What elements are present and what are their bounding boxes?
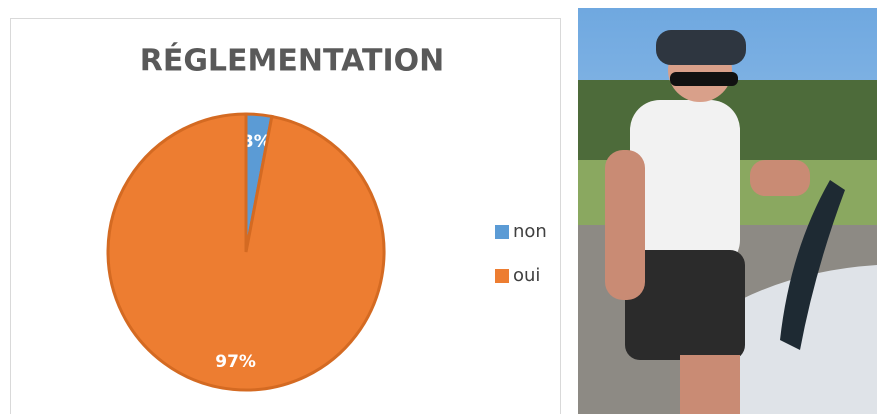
legend-label: oui (513, 265, 540, 286)
legend: non oui (495, 221, 547, 286)
chart-title: RÉGLEMENTATION (140, 43, 445, 79)
photo (578, 8, 877, 414)
legend-swatch (495, 225, 509, 239)
data-label: 97% (215, 352, 256, 372)
data-label: 3% (242, 132, 271, 152)
legend-swatch (495, 269, 509, 283)
pie: 3% 97% (106, 112, 386, 392)
pie-slice (106, 112, 386, 392)
legend-label: non (513, 221, 547, 242)
